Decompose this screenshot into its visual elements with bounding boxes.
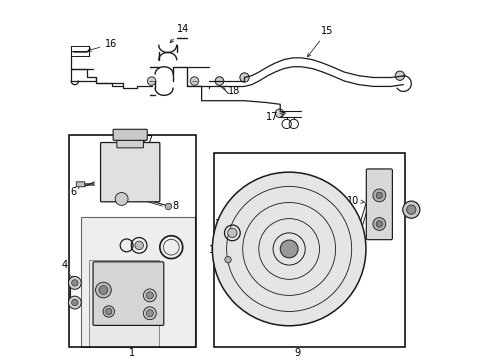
Text: 14: 14 [170,24,188,43]
Circle shape [68,276,81,289]
Text: 12: 12 [215,219,232,233]
Text: 9: 9 [294,348,300,358]
Circle shape [212,172,365,326]
Bar [214,153,405,347]
Circle shape [146,292,153,299]
Text: 10: 10 [346,196,364,206]
Text: 4: 4 [61,260,73,280]
FancyBboxPatch shape [101,143,160,202]
Text: 15: 15 [307,26,333,57]
Circle shape [95,282,111,298]
Text: 7: 7 [143,135,152,145]
Circle shape [394,71,404,80]
Circle shape [99,286,107,294]
FancyBboxPatch shape [93,262,163,325]
FancyBboxPatch shape [76,182,84,187]
Circle shape [224,256,231,263]
Circle shape [227,228,237,238]
Circle shape [71,299,78,306]
Text: 18: 18 [223,86,240,96]
Bar [89,260,159,347]
Text: 11: 11 [407,205,420,215]
Circle shape [372,189,385,202]
Circle shape [275,109,283,117]
Circle shape [143,289,156,302]
Text: 11: 11 [407,205,419,215]
Bar [81,217,195,347]
FancyBboxPatch shape [366,169,391,240]
Text: 10: 10 [370,196,390,206]
Text: 2: 2 [160,305,183,315]
FancyBboxPatch shape [117,138,143,148]
Circle shape [280,240,298,258]
Circle shape [146,310,153,317]
Circle shape [375,221,382,227]
Circle shape [372,217,385,230]
Circle shape [147,77,156,85]
Circle shape [165,203,171,210]
Text: 17: 17 [265,112,284,122]
Circle shape [375,192,382,199]
Circle shape [240,73,248,82]
Circle shape [71,280,78,286]
FancyBboxPatch shape [113,129,147,140]
Text: 5: 5 [147,176,160,186]
Bar [69,135,196,347]
Circle shape [143,307,156,320]
Circle shape [103,306,114,317]
Text: 13: 13 [208,245,226,256]
Text: 3: 3 [172,237,184,247]
Text: 8: 8 [167,201,178,211]
Circle shape [402,201,419,218]
Circle shape [135,241,143,250]
Circle shape [115,193,128,205]
Text: 16: 16 [88,39,117,51]
Circle shape [190,77,198,85]
Text: 1: 1 [129,347,135,357]
Text: 6: 6 [70,185,80,197]
Circle shape [105,308,112,315]
Circle shape [406,205,415,214]
Circle shape [68,296,81,309]
Circle shape [215,77,224,85]
